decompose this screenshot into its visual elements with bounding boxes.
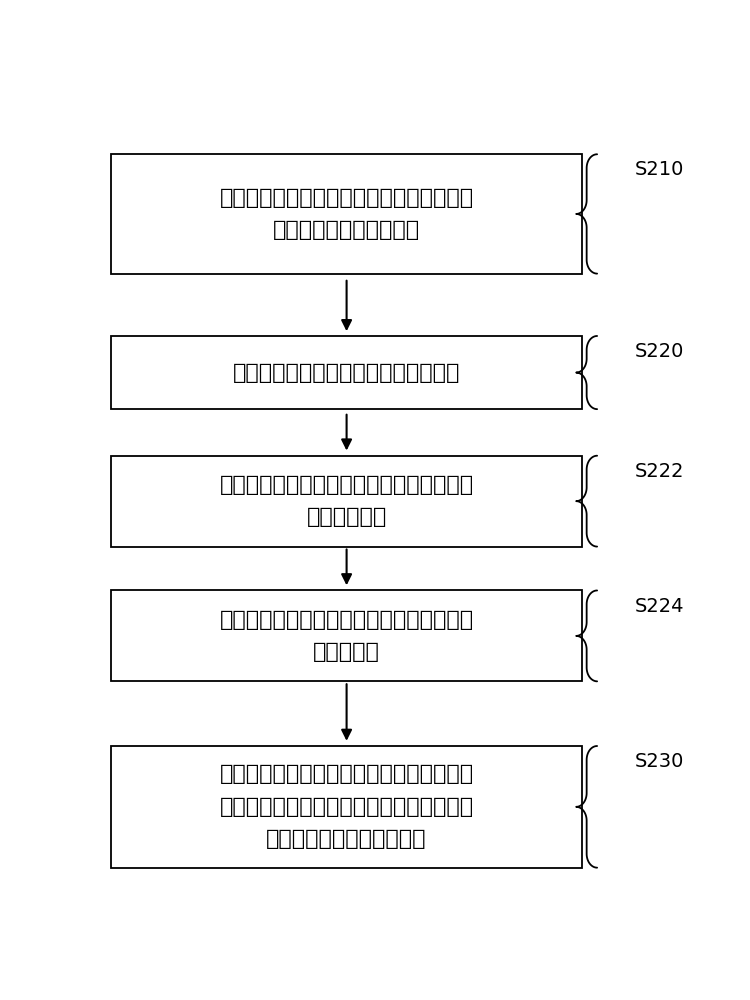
Text: 对电池管理系统进行测试: 对电池管理系统进行测试 [273,220,420,240]
Bar [111,746,582,868]
Text: 一程序运行中止时的位置运行第一程序，继: 一程序运行中止时的位置运行第一程序，继 [220,797,474,817]
Text: S222: S222 [634,462,684,481]
Text: S220: S220 [634,342,684,361]
Text: S210: S210 [634,160,684,179]
Text: 第一程序中止: 第一程序中止 [307,507,387,527]
Text: 续对电池管理系统进行测试: 续对电池管理系统进行测试 [266,829,427,849]
Text: 通过第二线程唤醒第一线程，以从记录的第: 通过第二线程唤醒第一线程，以从记录的第 [220,764,474,784]
Text: 通过第二线程记录第一程序运行的位置: 通过第二线程记录第一程序运行的位置 [233,363,460,383]
Text: 通过第一线程运行第一程序，第一程序用于: 通过第一线程运行第一程序，第一程序用于 [220,188,474,208]
Bar [111,336,582,409]
Text: 程序的指令: 程序的指令 [314,642,380,662]
Text: 响应于监测到第一程序运行中止，通知用户: 响应于监测到第一程序运行中止，通知用户 [220,475,474,495]
Text: 在引起中止的故障消除后接收继续运行第一: 在引起中止的故障消除后接收继续运行第一 [220,610,474,630]
Bar [111,456,582,547]
Bar [111,590,582,681]
Text: S224: S224 [634,597,684,616]
Bar [111,154,582,274]
Text: S230: S230 [634,752,684,771]
